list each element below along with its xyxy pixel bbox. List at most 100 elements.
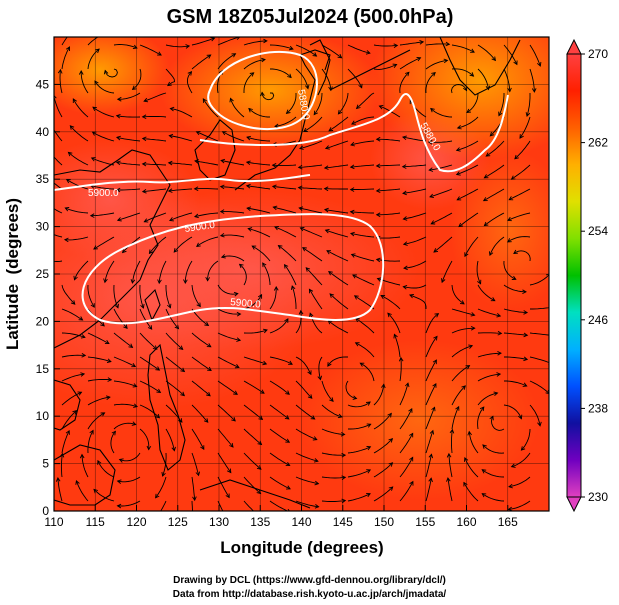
streamline <box>217 37 241 46</box>
streamline-arrowhead <box>537 421 542 427</box>
streamline <box>191 452 200 476</box>
streamline <box>92 131 115 142</box>
streamline-arrowhead <box>522 289 527 295</box>
streamline-arrowhead <box>207 366 212 372</box>
streamline-arrowhead <box>173 248 179 253</box>
streamline-arrowhead <box>366 401 371 406</box>
streamline-arrowhead <box>513 249 518 255</box>
streamline <box>477 68 489 90</box>
streamline-arrowhead <box>43 200 47 204</box>
streamline-arrowhead <box>366 423 372 428</box>
streamline <box>328 320 349 334</box>
streamline <box>295 380 313 399</box>
streamline-arrowhead <box>89 213 95 218</box>
streamline <box>87 332 110 344</box>
streamline <box>425 359 437 382</box>
streamline-arrowhead <box>271 162 277 168</box>
streamline <box>54 208 63 214</box>
streamline-arrowhead <box>178 345 184 351</box>
streamline <box>243 500 255 511</box>
streamline <box>503 44 518 65</box>
streamline-arrowhead <box>496 372 502 377</box>
streamline-arrowhead <box>93 488 99 494</box>
streamline <box>403 260 427 269</box>
streamline <box>230 98 245 118</box>
streamline <box>302 247 323 262</box>
streamline-arrowhead <box>104 32 108 36</box>
streamline <box>191 356 212 371</box>
streamline-arrowhead <box>116 96 122 102</box>
streamline-arrowhead <box>256 489 262 495</box>
streamline-arrowhead <box>106 358 112 363</box>
coastline-kuril <box>329 49 411 91</box>
streamline-arrowhead <box>231 53 237 58</box>
streamline <box>269 286 277 310</box>
streamline-arrowhead <box>185 44 191 49</box>
streamline-arrowhead <box>317 375 323 381</box>
streamline-arrowhead <box>337 53 343 59</box>
field-warm-region <box>54 140 200 260</box>
streamline <box>165 332 183 350</box>
streamline <box>481 469 505 478</box>
streamline <box>321 68 332 91</box>
streamline <box>451 327 475 334</box>
streamline <box>325 140 349 149</box>
streamline-arrowhead <box>514 154 519 160</box>
streamline <box>142 188 167 193</box>
streamline-arrowhead <box>392 63 398 68</box>
streamline <box>270 68 292 78</box>
streamline <box>318 356 323 380</box>
streamline <box>305 267 323 286</box>
streamline <box>139 308 153 330</box>
coastline-borneo <box>54 444 116 506</box>
contour-5880-north-ridge <box>199 93 509 173</box>
y-axis: 0 5 10 15 20 25 30 35 40 45 <box>36 77 60 518</box>
streamline-arrowhead <box>460 300 465 305</box>
streamline <box>92 106 115 118</box>
streamline-arrowhead <box>455 147 461 152</box>
streamline-arrowhead <box>259 389 265 394</box>
streamline-arrowhead <box>298 309 304 315</box>
streamline <box>217 428 234 448</box>
streamline-arrowhead <box>507 87 512 93</box>
streamline <box>69 125 89 142</box>
streamline-arrowhead <box>103 69 109 75</box>
streamline-arrowhead <box>493 391 499 397</box>
streamline-arrowhead <box>536 61 542 67</box>
streamline <box>433 236 453 253</box>
streamline <box>295 68 309 89</box>
streamline-arrowhead <box>523 356 529 362</box>
streamline-arrowhead <box>445 41 451 47</box>
streamline <box>191 54 211 70</box>
streamline <box>425 454 432 478</box>
streamline <box>87 430 94 454</box>
streamline-arrowhead <box>260 91 265 97</box>
streamline <box>90 185 115 190</box>
streamline-arrowhead <box>496 312 502 318</box>
streamline <box>350 164 375 168</box>
streamline <box>165 308 179 329</box>
streamline <box>191 500 194 511</box>
y-axis-label: Latitude (degrees) <box>3 198 22 350</box>
streamline <box>456 188 479 201</box>
streamline-arrowhead <box>67 151 73 157</box>
streamline-arrowhead <box>416 56 422 62</box>
streamline <box>191 428 205 450</box>
streamline-arrowhead <box>428 453 434 459</box>
streamline <box>194 160 219 166</box>
streamline <box>54 260 63 262</box>
streamline-arrowhead <box>261 57 266 63</box>
streamline <box>477 373 501 382</box>
streamline-arrowhead <box>465 365 471 370</box>
streamline-arrowhead <box>169 217 174 222</box>
streamline <box>485 140 505 157</box>
streamline <box>481 493 505 502</box>
streamline <box>295 310 302 334</box>
streamline <box>186 71 193 94</box>
y-tick-label: 25 <box>36 267 50 281</box>
streamline-arrowhead <box>73 27 77 31</box>
streamline <box>514 140 531 160</box>
streamline-arrowhead <box>337 413 343 419</box>
streamline <box>160 500 167 511</box>
streamline <box>132 68 142 90</box>
